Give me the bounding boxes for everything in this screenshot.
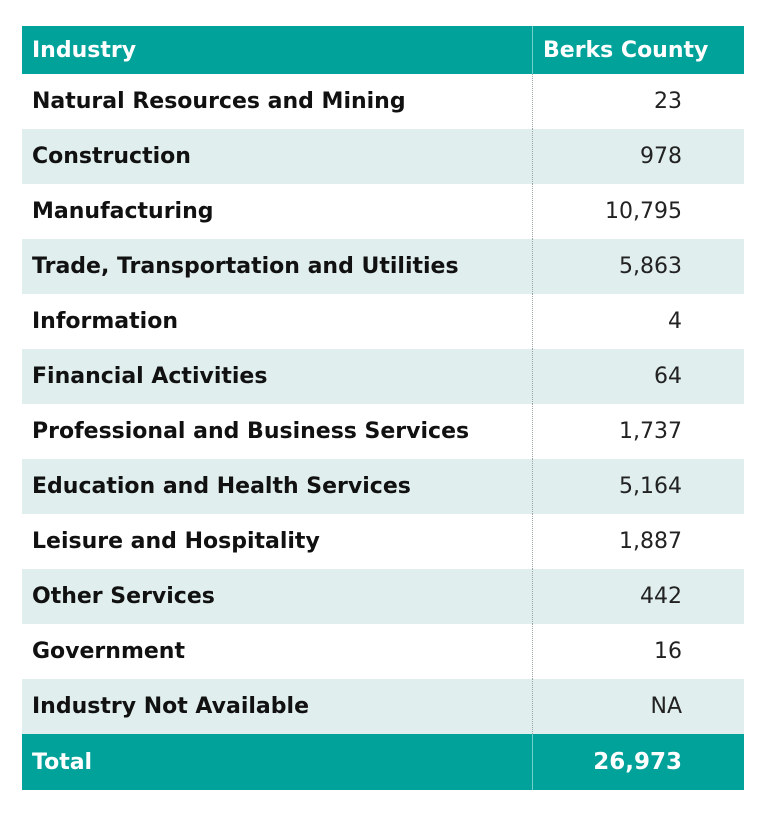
industry-cell: Trade, Transportation and Utilities (32, 254, 459, 279)
table-row: Natural Resources and Mining 23 (22, 74, 744, 129)
value-cell: 16 (532, 624, 744, 679)
industry-cell: Manufacturing (32, 199, 214, 224)
value-cell: 5,164 (532, 459, 744, 514)
industry-cell: Industry Not Available (32, 694, 309, 719)
table-row: Information 4 (22, 294, 744, 349)
table-row: Industry Not Available NA (22, 679, 744, 734)
value-cell: 10,795 (532, 184, 744, 239)
industry-cell: Financial Activities (32, 364, 268, 389)
table-total-row: Total 26,973 (22, 734, 744, 790)
industry-cell: Information (32, 309, 178, 334)
value-cell: 1,887 (532, 514, 744, 569)
value-cell: 442 (532, 569, 744, 624)
industry-cell: Education and Health Services (32, 474, 411, 499)
header-industry: Industry (32, 37, 137, 63)
value-cell: 4 (532, 294, 744, 349)
table-row: Education and Health Services 5,164 (22, 459, 744, 514)
industry-cell: Leisure and Hospitality (32, 529, 320, 554)
industry-cell: Construction (32, 144, 191, 169)
table-row: Other Services 442 (22, 569, 744, 624)
table-row: Government 16 (22, 624, 744, 679)
total-label: Total (32, 749, 93, 775)
table-row: Manufacturing 10,795 (22, 184, 744, 239)
table-row: Leisure and Hospitality 1,887 (22, 514, 744, 569)
value-cell: 978 (532, 129, 744, 184)
header-berks-county: Berks County (532, 26, 744, 74)
value-cell: NA (532, 679, 744, 734)
value-cell: 64 (532, 349, 744, 404)
table-row: Construction 978 (22, 129, 744, 184)
industry-cell: Professional and Business Services (32, 419, 470, 444)
table-row: Professional and Business Services 1,737 (22, 404, 744, 459)
total-value: 26,973 (532, 734, 744, 790)
value-cell: 23 (532, 74, 744, 129)
industry-table: Industry Berks County Natural Resources … (22, 26, 744, 790)
industry-cell: Government (32, 639, 185, 664)
industry-cell: Natural Resources and Mining (32, 89, 406, 114)
table-row: Financial Activities 64 (22, 349, 744, 404)
industry-cell: Other Services (32, 584, 215, 609)
value-cell: 5,863 (532, 239, 744, 294)
table-header-row: Industry Berks County (22, 26, 744, 74)
table-row: Trade, Transportation and Utilities 5,86… (22, 239, 744, 294)
value-cell: 1,737 (532, 404, 744, 459)
